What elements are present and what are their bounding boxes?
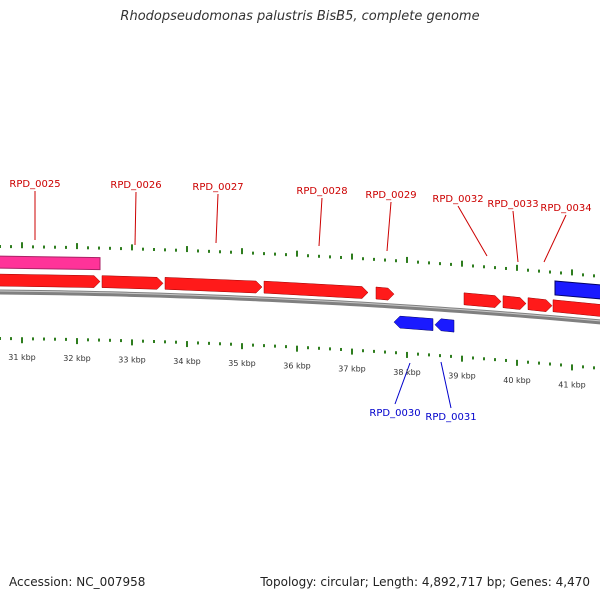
tick-label: 34 kbp [173,357,201,366]
inner-tick-track [0,337,595,371]
genome-backbone-highlight [0,290,600,322]
forward-gene-arrow[interactable] [0,273,101,288]
forward-gene-arrow[interactable] [164,277,263,294]
outer-tick-track [0,242,595,278]
feature-bar[interactable] [554,280,600,300]
forward-gene-arrow[interactable] [263,280,369,299]
forward-gene-arrow[interactable] [502,295,527,310]
gene-leader-line [215,193,219,244]
genome-backbone [0,289,600,325]
gene-label[interactable]: RPD_0032 [432,194,483,205]
gene-leader-line [543,214,567,263]
tick-label: 38 kbp [393,368,421,377]
forward-gene-arrow[interactable] [101,275,164,290]
gene-label[interactable]: RPD_0028 [296,186,347,197]
tick-label: 32 kbp [63,354,91,363]
kbp-tick-labels: 31 kbp 32 kbp 33 kbp 34 kbp 35 kbp 36 kbp 37 k… [8,353,586,389]
tick-label: 31 kbp [8,353,36,362]
genome-summary-text: Topology: circular; Length: 4,892,717 bp… [260,575,590,589]
map-title: Rhodopseudomonas palustris BisB5, comple… [120,9,480,24]
accession-text: Accession: NC_007958 [9,575,146,589]
gene-leader-line [394,362,411,405]
tick-label: 36 kbp [283,362,311,371]
gene-label[interactable]: RPD_0026 [110,180,161,191]
tick-label: 40 kbp [503,376,531,385]
gene-leader-line [512,210,519,263]
gene-leader-line [386,201,392,252]
gene-leader-line [134,191,137,246]
forward-gene-arrow[interactable] [375,286,395,301]
gene-leader-line [457,205,488,257]
gene-label[interactable]: RPD_0033 [487,199,538,210]
tick-label: 33 kbp [118,355,146,364]
forward-gene-arrow[interactable] [527,297,553,312]
gene-label[interactable]: RPD_0034 [540,203,591,214]
tick-label: 41 kbp [558,380,586,389]
tick-label: 37 kbp [338,365,366,374]
reverse-gene-arrow[interactable] [393,315,434,331]
tick-label: 39 kbp [448,372,476,381]
gene-track [0,273,600,333]
gene-leader-line [440,361,452,409]
tick-label: 35 kbp [228,359,256,368]
gene-label[interactable]: RPD_0031 [425,412,476,423]
feature-bar[interactable] [0,255,101,271]
gene-label[interactable]: RPD_0027 [192,182,243,193]
gene-label-layer: RPD_0025 RPD_0026 RPD_0027 RPD_0028 RPD_0029… [9,179,591,423]
gene-leader-line [318,197,323,247]
reverse-gene-arrow[interactable] [434,318,455,333]
forward-gene-arrow[interactable] [463,292,502,308]
gene-label[interactable]: RPD_0029 [365,190,416,201]
gene-label[interactable]: RPD_0030 [369,408,420,419]
forward-gene-arrow[interactable] [552,299,600,317]
gene-label[interactable]: RPD_0025 [9,179,60,190]
